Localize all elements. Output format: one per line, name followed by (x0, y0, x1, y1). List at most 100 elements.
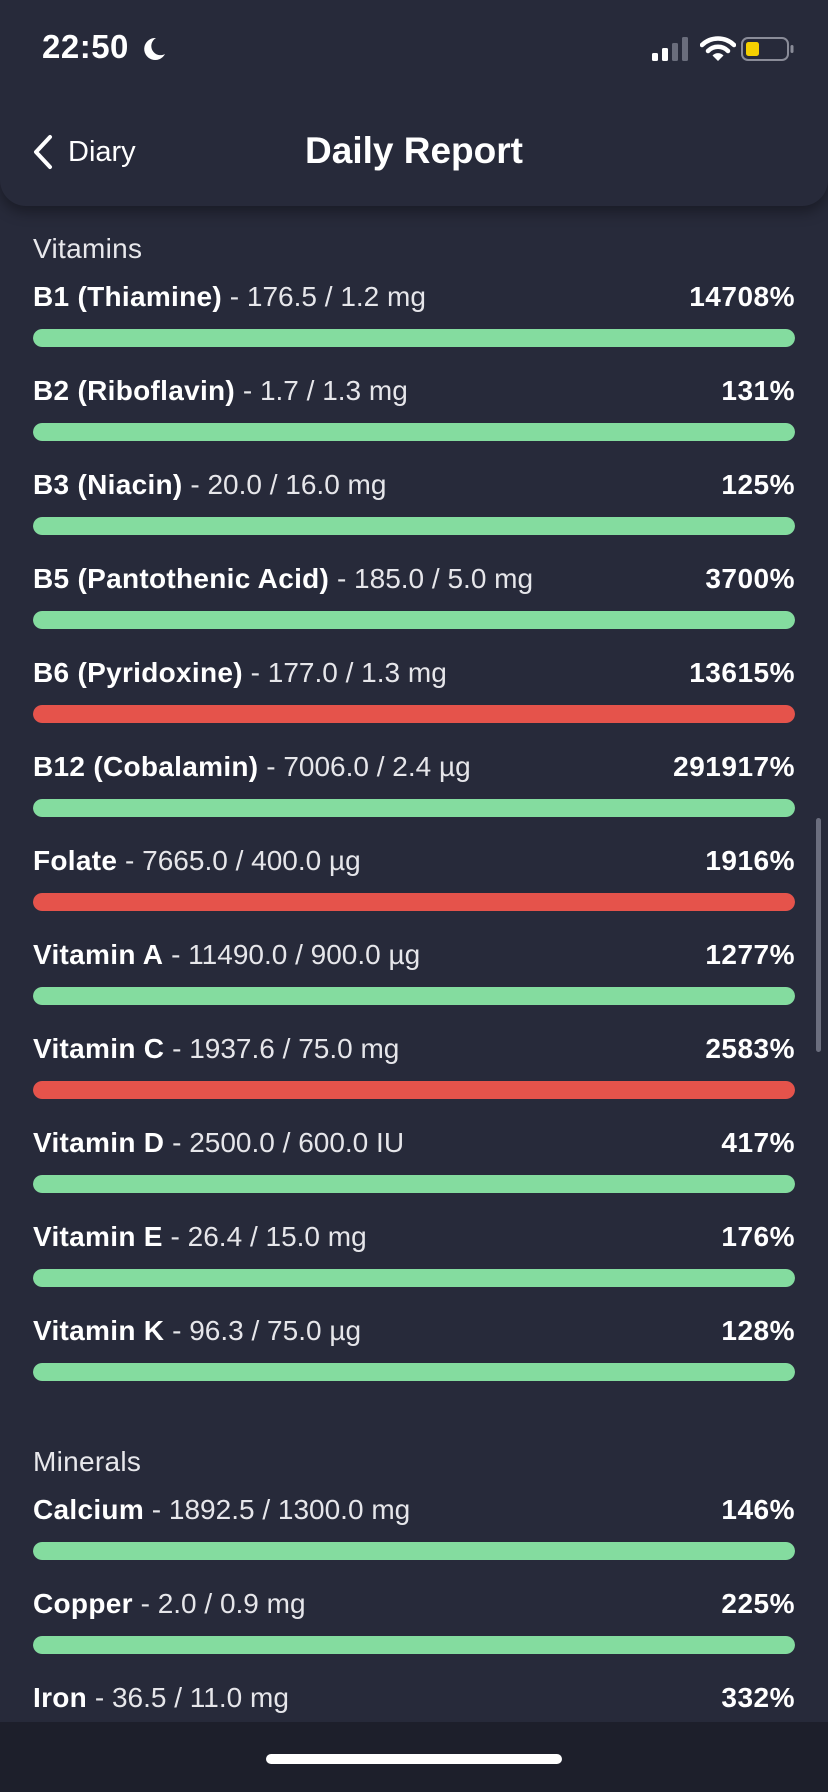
progress-bar-fill (33, 705, 795, 723)
progress-bar-fill (33, 517, 795, 535)
nutrient-name: B6 (Pyridoxine) (33, 657, 243, 688)
status-time: 22:50 (42, 28, 129, 65)
nutrient-name: Vitamin C (33, 1033, 165, 1064)
nutrient-text: Vitamin E - 26.4 / 15.0 mg (33, 1221, 367, 1253)
nutrient-row[interactable]: Vitamin D - 2500.0 / 600.0 IU 417% (33, 1127, 795, 1221)
nutrient-row[interactable]: Vitamin A - 11490.0 / 900.0 µg 1277% (33, 939, 795, 1033)
progress-bar (33, 329, 795, 347)
nutrient-row[interactable]: Vitamin E - 26.4 / 15.0 mg 176% (33, 1221, 795, 1315)
nutrient-amount: - 185.0 / 5.0 mg (329, 563, 534, 594)
section-title: Minerals (33, 1446, 142, 1477)
nutrient-percent: 3700% (705, 563, 795, 594)
progress-bar (33, 1081, 795, 1099)
progress-bar-fill (33, 1636, 795, 1654)
nutrient-text: B12 (Cobalamin) - 7006.0 / 2.4 µg (33, 751, 471, 783)
nutrient-name: Vitamin A (33, 939, 164, 970)
nutrient-name: Iron (33, 1682, 88, 1713)
back-button[interactable]: Diary (30, 130, 136, 174)
progress-bar (33, 799, 795, 817)
nutrient-row[interactable]: Calcium - 1892.5 / 1300.0 mg 146% (33, 1494, 795, 1588)
nutrient-row[interactable]: Copper - 2.0 / 0.9 mg 225% (33, 1588, 795, 1682)
nutrient-text: B5 (Pantothenic Acid) - 185.0 / 5.0 mg (33, 563, 533, 595)
progress-bar (33, 423, 795, 441)
nutrient-amount: - 7006.0 / 2.4 µg (258, 751, 471, 782)
nutrient-amount: - 176.5 / 1.2 mg (222, 281, 426, 312)
home-indicator[interactable] (266, 1754, 562, 1764)
nutrient-name: B12 (Cobalamin) (33, 751, 259, 782)
nutrient-name: Folate (33, 845, 118, 876)
nutrient-amount: - 177.0 / 1.3 mg (242, 657, 447, 688)
nutrient-amount: - 96.3 / 75.0 µg (164, 1315, 362, 1346)
nutrient-amount: - 26.4 / 15.0 mg (162, 1221, 367, 1252)
nutrient-percent: 176% (721, 1221, 795, 1252)
nutrient-row[interactable]: B6 (Pyridoxine) - 177.0 / 1.3 mg 13615% (33, 657, 795, 751)
nutrient-percent: 131% (721, 375, 795, 406)
nutrient-text: B3 (Niacin) - 20.0 / 16.0 mg (33, 469, 386, 501)
nutrient-row[interactable]: B1 (Thiamine) - 176.5 / 1.2 mg 14708% (33, 281, 795, 375)
back-label: Diary (68, 135, 136, 168)
nutrient-amount: - 11490.0 / 900.0 µg (163, 939, 421, 970)
progress-bar (33, 1542, 795, 1560)
nutrient-row[interactable]: B3 (Niacin) - 20.0 / 16.0 mg 125% (33, 469, 795, 563)
nutrient-text: Vitamin K - 96.3 / 75.0 µg (33, 1315, 361, 1347)
progress-bar (33, 1175, 795, 1193)
nutrient-text: Copper - 2.0 / 0.9 mg (33, 1588, 306, 1620)
progress-bar (33, 611, 795, 629)
nutrient-name: Vitamin D (33, 1127, 165, 1158)
nutrient-text: Calcium - 1892.5 / 1300.0 mg (33, 1494, 410, 1526)
nutrient-row[interactable]: Folate - 7665.0 / 400.0 µg 1916% (33, 845, 795, 939)
progress-bar (33, 893, 795, 911)
nutrient-text: B2 (Riboflavin) - 1.7 / 1.3 mg (33, 375, 408, 407)
section-title: Vitamins (33, 233, 143, 264)
nutrient-amount: - 7665.0 / 400.0 µg (117, 845, 361, 876)
progress-bar-fill (33, 893, 795, 911)
nutrient-row[interactable]: Vitamin C - 1937.6 / 75.0 mg 2583% (33, 1033, 795, 1127)
progress-bar (33, 517, 795, 535)
nutrient-amount: - 1937.6 / 75.0 mg (164, 1033, 400, 1064)
nutrient-name: B5 (Pantothenic Acid) (33, 563, 330, 594)
nutrient-percent: 1916% (705, 845, 795, 876)
progress-bar-fill (33, 1175, 795, 1193)
nutrient-percent: 2583% (705, 1033, 795, 1064)
nutrient-text: Folate - 7665.0 / 400.0 µg (33, 845, 361, 877)
progress-bar (33, 705, 795, 723)
nutrient-percent: 225% (721, 1588, 795, 1619)
nutrient-amount: - 1.7 / 1.3 mg (235, 375, 408, 406)
nutrient-text: B6 (Pyridoxine) - 177.0 / 1.3 mg (33, 657, 447, 689)
progress-bar-fill (33, 423, 795, 441)
nutrient-name: B2 (Riboflavin) (33, 375, 236, 406)
wifi-icon (700, 36, 736, 61)
nutrient-amount: - 2500.0 / 600.0 IU (164, 1127, 405, 1158)
nutrient-percent: 125% (721, 469, 795, 500)
nutrient-text: Vitamin A - 11490.0 / 900.0 µg (33, 939, 420, 971)
nutrient-name: Copper (33, 1588, 133, 1619)
nutrient-text: B1 (Thiamine) - 176.5 / 1.2 mg (33, 281, 426, 313)
nutrient-percent: 417% (721, 1127, 795, 1158)
progress-bar (33, 1269, 795, 1287)
nutrient-row[interactable]: B5 (Pantothenic Acid) - 185.0 / 5.0 mg 37… (33, 563, 795, 657)
progress-bar-fill (33, 611, 795, 629)
nutrient-name: Vitamin E (33, 1221, 163, 1252)
battery-icon (741, 37, 794, 61)
nutrient-text: Iron - 36.5 / 11.0 mg (33, 1682, 289, 1714)
moon-icon (144, 37, 165, 60)
nutrient-name: B1 (Thiamine) (33, 281, 223, 312)
progress-bar-fill (33, 1542, 795, 1560)
nutrient-text: Vitamin D - 2500.0 / 600.0 IU (33, 1127, 404, 1159)
nutrient-row[interactable]: B12 (Cobalamin) - 7006.0 / 2.4 µg 291917% (33, 751, 795, 845)
scroll-indicator[interactable] (816, 818, 821, 1052)
progress-bar-fill (33, 987, 795, 1005)
nutrient-percent: 291917% (673, 751, 795, 782)
progress-bar-fill (33, 1081, 795, 1099)
chevron-left-icon (34, 135, 52, 169)
progress-bar-fill (33, 799, 795, 817)
nutrient-percent: 128% (721, 1315, 795, 1346)
nutrient-percent: 1277% (705, 939, 795, 970)
nutrient-row[interactable]: B2 (Riboflavin) - 1.7 / 1.3 mg 131% (33, 375, 795, 469)
nutrient-percent: 332% (721, 1682, 795, 1713)
nutrient-percent: 146% (721, 1494, 795, 1525)
progress-bar-fill (33, 1269, 795, 1287)
nutrient-row[interactable]: Vitamin K - 96.3 / 75.0 µg 128% (33, 1315, 795, 1409)
progress-bar (33, 987, 795, 1005)
